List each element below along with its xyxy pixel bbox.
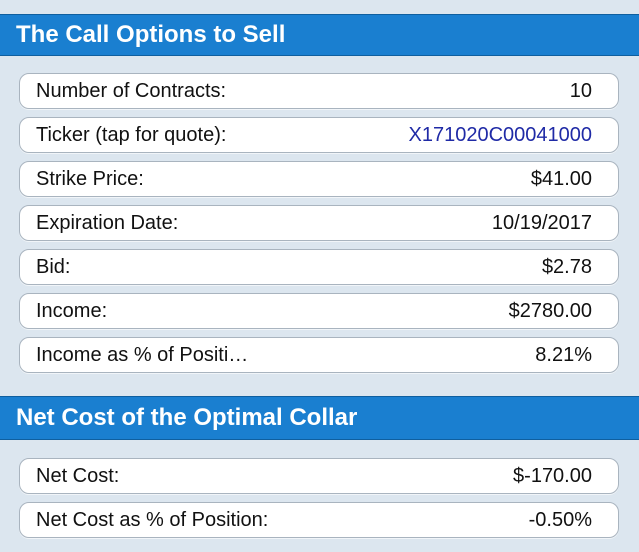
row-ticker[interactable]: Ticker (tap for quote): X171020C00041000 <box>19 117 619 153</box>
row-label: Income as % of Positi… <box>36 343 249 366</box>
row-value: 10/19/2017 <box>491 211 592 234</box>
row-expiration-date: Expiration Date: 10/19/2017 <box>19 205 619 241</box>
row-label: Strike Price: <box>36 167 144 190</box>
row-label: Bid: <box>36 255 71 278</box>
row-bid: Bid: $2.78 <box>19 249 619 285</box>
row-label: Number of Contracts: <box>36 79 227 102</box>
row-value: $41.00 <box>530 167 592 190</box>
section-header-call-options: The Call Options to Sell <box>0 14 639 56</box>
row-label: Ticker (tap for quote): <box>36 123 227 146</box>
row-net-cost-percent: Net Cost as % of Position: -0.50% <box>19 502 619 538</box>
row-net-cost: Net Cost: $-170.00 <box>19 458 619 494</box>
row-value: $-170.00 <box>513 464 592 487</box>
row-income: Income: $2780.00 <box>19 293 619 329</box>
row-value: $2.78 <box>541 255 592 278</box>
row-strike-price: Strike Price: $41.00 <box>19 161 619 197</box>
row-label: Income: <box>36 299 108 322</box>
row-number-of-contracts: Number of Contracts: 10 <box>19 73 619 109</box>
row-label: Net Cost: <box>36 464 120 487</box>
section-title: The Call Options to Sell <box>16 21 286 48</box>
net-cost-list: Net Cost: $-170.00 Net Cost as % of Posi… <box>19 458 619 546</box>
ticker-quote-link[interactable]: X171020C00041000 <box>408 123 592 146</box>
row-value: 8.21% <box>535 343 592 366</box>
call-options-list: Number of Contracts: 10 Ticker (tap for … <box>19 73 619 381</box>
row-income-percent: Income as % of Positi… 8.21% <box>19 337 619 373</box>
section-header-net-cost: Net Cost of the Optimal Collar <box>0 396 639 440</box>
row-label: Expiration Date: <box>36 211 179 234</box>
row-label: Net Cost as % of Position: <box>36 508 269 531</box>
section-title: Net Cost of the Optimal Collar <box>16 404 358 431</box>
row-value: 10 <box>569 79 592 102</box>
row-value: $2780.00 <box>508 299 592 322</box>
row-value: -0.50% <box>528 508 592 531</box>
